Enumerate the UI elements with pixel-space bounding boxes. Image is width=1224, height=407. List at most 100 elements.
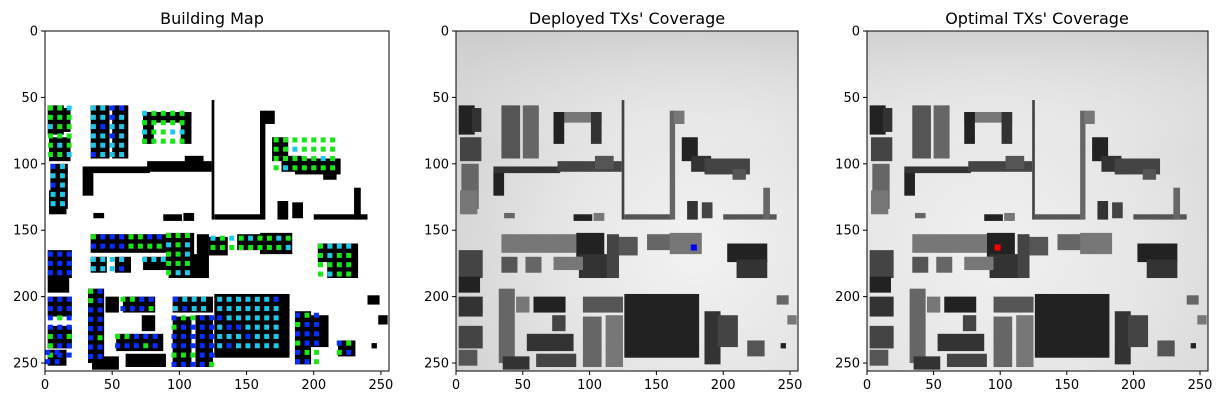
y-tick-label: 0: [441, 25, 449, 40]
candidate-point: [301, 165, 307, 171]
candidate-point: [166, 242, 172, 248]
building: [593, 212, 605, 221]
candidate-point: [236, 296, 241, 302]
candidate-point: [119, 142, 125, 148]
building: [553, 112, 565, 144]
candidate-point: [283, 137, 289, 143]
candidate-point: [175, 233, 181, 239]
candidate-point: [160, 256, 166, 262]
candidate-point: [97, 326, 103, 331]
candidate-point: [109, 243, 115, 249]
candidate-point: [66, 324, 72, 330]
candidate-point: [57, 296, 63, 302]
candidate-point: [119, 124, 125, 130]
building: [1004, 212, 1015, 221]
candidate-point: [190, 315, 196, 321]
candidate-point: [179, 138, 185, 144]
panel-title: Building Map: [160, 9, 264, 28]
candidate-point: [179, 110, 185, 116]
building: [647, 234, 674, 251]
candidate-point: [273, 333, 279, 339]
candidate-point: [57, 133, 63, 139]
building: [237, 234, 265, 251]
building: [458, 296, 483, 317]
candidate-point: [172, 296, 178, 302]
candidate-point: [66, 260, 72, 266]
candidate-point: [109, 105, 115, 111]
building: [536, 353, 577, 368]
candidate-point: [330, 146, 336, 152]
candidate-point: [47, 114, 53, 120]
candidate-point: [209, 343, 215, 349]
candidate-point: [59, 163, 65, 169]
y-tick-label: 100: [835, 157, 860, 172]
candidate-point: [97, 344, 103, 350]
candidate-point: [264, 306, 270, 312]
building: [993, 296, 1034, 313]
candidate-point: [184, 233, 190, 239]
building: [926, 296, 941, 313]
candidate-point: [190, 324, 196, 330]
building: [502, 356, 530, 370]
building: [105, 296, 119, 313]
candidate-point: [304, 312, 310, 318]
candidate-point: [90, 142, 96, 148]
building: [687, 201, 698, 220]
building: [1029, 236, 1049, 256]
building: [747, 340, 765, 357]
candidate-point: [156, 234, 162, 240]
candidate-point: [257, 235, 263, 241]
candidate-point: [141, 110, 147, 116]
building: [82, 171, 94, 196]
y-tick-label: 250: [424, 357, 449, 372]
candidate-point: [313, 349, 319, 355]
candidate-point: [57, 251, 63, 257]
candidate-point: [119, 133, 125, 139]
y-tick-label: 150: [13, 224, 38, 239]
building: [723, 214, 777, 220]
candidate-point: [254, 296, 260, 302]
candidate-point: [100, 124, 106, 130]
building: [90, 105, 110, 159]
candidate-point: [301, 146, 307, 152]
candidate-point: [90, 114, 96, 120]
building: [49, 137, 71, 162]
candidate-point: [236, 315, 241, 321]
candidate-point: [313, 322, 319, 328]
candidate-point: [199, 352, 205, 358]
building: [264, 110, 275, 124]
candidate-point: [313, 331, 319, 337]
building: [962, 315, 977, 332]
candidate-point: [184, 251, 190, 257]
candidate-point: [292, 137, 298, 143]
candidate-point: [295, 349, 301, 355]
building: [964, 256, 994, 271]
candidate-point: [109, 256, 115, 262]
building: [1112, 202, 1123, 219]
candidate-point: [119, 105, 125, 111]
candidate-point: [311, 165, 317, 171]
building: [141, 315, 156, 332]
candidate-point: [199, 333, 205, 339]
candidate-point: [327, 271, 333, 277]
building: [869, 105, 886, 135]
candidate-point: [50, 201, 56, 207]
candidate-point: [295, 322, 301, 328]
x-tick-label: 200: [711, 378, 736, 393]
building: [211, 100, 215, 220]
candidate-point: [147, 234, 153, 240]
building: [621, 100, 625, 220]
candidate-point: [327, 262, 333, 268]
candidate-point: [151, 138, 157, 144]
x-tick-label: 200: [1121, 378, 1146, 393]
candidate-point: [245, 296, 251, 302]
building: [553, 256, 583, 271]
building: [458, 276, 481, 293]
candidate-point: [57, 152, 63, 158]
candidate-point: [238, 235, 244, 241]
candidate-point: [226, 296, 232, 302]
candidate-point: [236, 343, 241, 349]
candidate-point: [100, 266, 106, 272]
candidate-point: [57, 343, 63, 349]
candidate-point: [54, 349, 60, 355]
